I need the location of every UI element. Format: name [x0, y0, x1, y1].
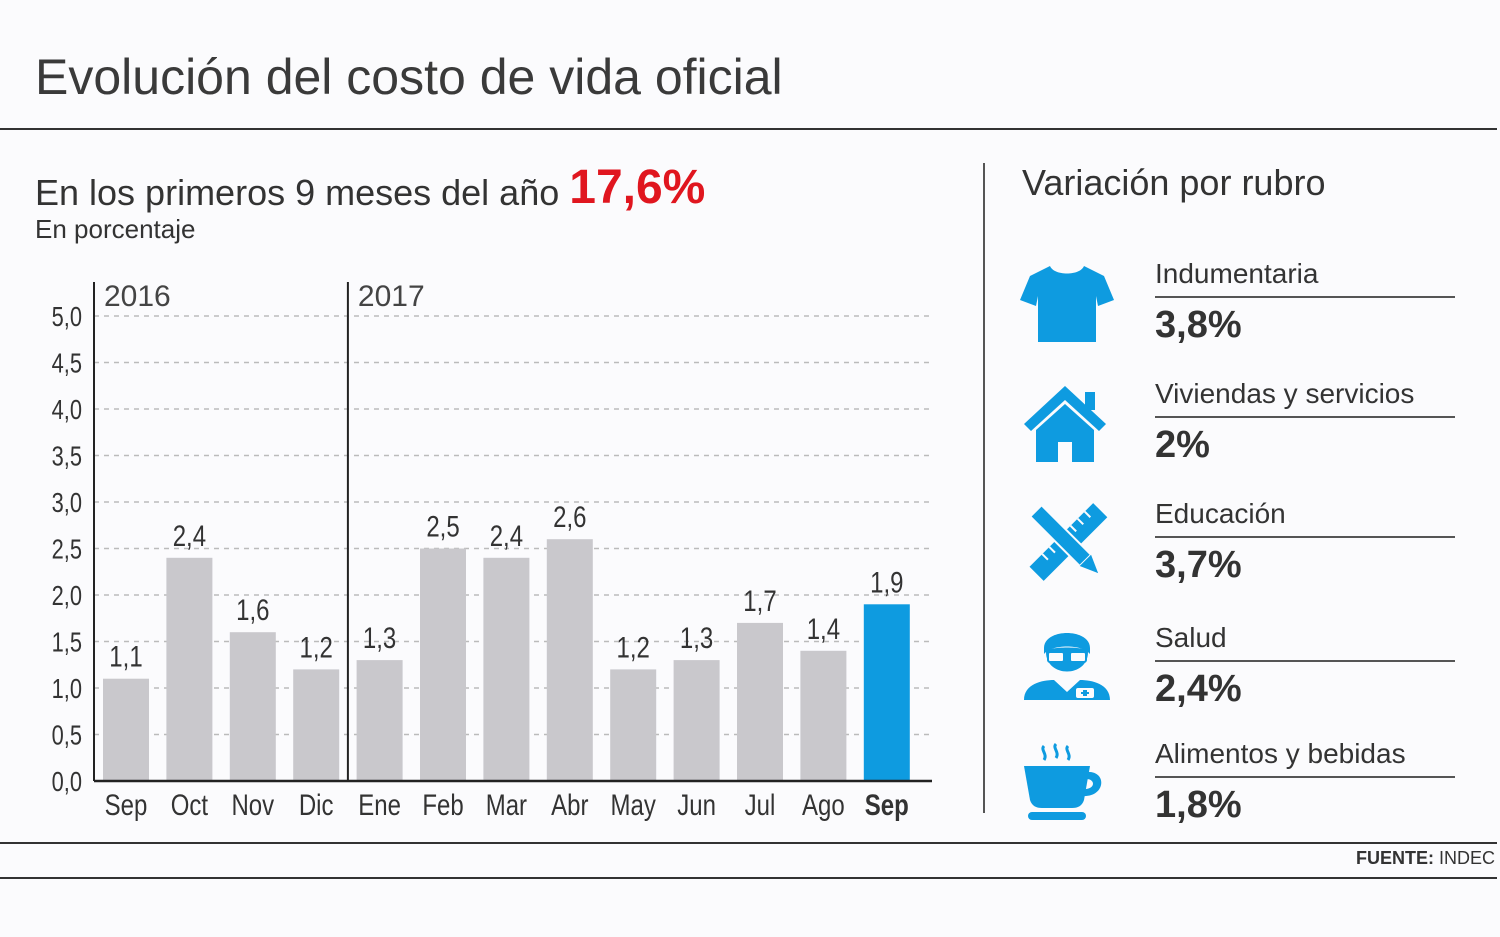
tshirt-icon [1020, 266, 1114, 342]
y-tick-label: 4,0 [52, 394, 82, 425]
y-tick-label: 1,0 [52, 673, 82, 704]
rubro-divider [1155, 296, 1455, 298]
data-label: 1,2 [617, 630, 650, 664]
x-tick-label: Nov [231, 787, 274, 821]
x-tick-label: Dic [299, 787, 334, 821]
rubro-name: Salud [1155, 622, 1227, 653]
highlight-value: 17,6% [569, 161, 706, 214]
page-title: Evolución del costo de vida oficial [35, 49, 783, 105]
rubro-name: Alimentos y bebidas [1155, 738, 1406, 769]
y-tick-label: 4,5 [52, 348, 82, 379]
y-tick-label: 0,0 [52, 766, 82, 797]
doctor-icon [1024, 633, 1110, 700]
rubro-item-viviendas: Viviendas y servicios 2% [1020, 378, 1460, 492]
rubro-value: 2% [1155, 424, 1210, 466]
bar-chart: 0,0 0,5 1,0 1,5 2,0 2,5 3,0 3,5 4,0 4,5 5,0 1,1 Sep 2… [52, 280, 932, 822]
bar [229, 632, 276, 781]
bar [610, 669, 657, 781]
data-label: 2,5 [426, 509, 459, 543]
x-tick-label: Feb [422, 787, 463, 821]
ruler-pencil-icon [1028, 503, 1108, 581]
rubros-title: Variación por rubro [1022, 162, 1326, 203]
x-tick-label: Abr [551, 787, 588, 821]
data-label: 1,2 [300, 630, 333, 664]
rubro-name: Educación [1155, 498, 1286, 529]
data-label: 1,6 [236, 593, 269, 627]
y-tick-label: 2,0 [52, 580, 82, 611]
x-tick-label: Jun [677, 787, 716, 821]
x-tick-label: Oct [171, 787, 209, 821]
rubro-divider [1155, 660, 1455, 662]
bar [737, 622, 783, 781]
bar [673, 660, 720, 781]
column-separator [983, 163, 985, 813]
footer-rule-top [0, 842, 1497, 844]
bar [356, 660, 403, 781]
data-label: 1,9 [870, 565, 903, 599]
y-tick-label: 3,5 [52, 441, 82, 472]
year-label: 2017 [358, 280, 425, 313]
year-label: 2016 [104, 280, 171, 313]
title-rule [0, 128, 1497, 130]
y-tick-label: 2,5 [52, 534, 82, 565]
rubro-item-salud: Salud 2,4% [1020, 622, 1460, 736]
x-tick-label: Sep [105, 787, 148, 821]
rubro-item-educacion: Educación 3,7% [1020, 498, 1460, 612]
house-icon [1024, 386, 1106, 462]
footer-rule-bottom [0, 877, 1497, 879]
x-tick-label: Ago [802, 787, 845, 821]
unit-label: En porcentaje [35, 214, 196, 244]
rubro-item-alimentos: Alimentos y bebidas 1,8% [1020, 738, 1460, 852]
x-tick-label: Jul [745, 787, 776, 821]
x-tick-label: Mar [486, 787, 527, 821]
source-label: FUENTE: [1355, 848, 1434, 868]
y-tick-label: 5,0 [52, 301, 82, 332]
rubro-name: Viviendas y servicios [1155, 378, 1415, 409]
y-tick-label: 1,5 [52, 627, 82, 658]
rubro-divider [1155, 416, 1455, 418]
x-tick-label: Ene [358, 787, 401, 821]
data-label: 2,6 [553, 500, 586, 534]
rubro-value: 3,8% [1155, 304, 1242, 346]
data-label: 1,7 [743, 583, 776, 617]
rubro-divider [1155, 536, 1455, 538]
rubro-name: Indumentaria [1155, 258, 1319, 289]
rubro-value: 1,8% [1155, 784, 1242, 826]
y-tick-label: 0,5 [52, 720, 82, 751]
rubro-value: 2,4% [1155, 668, 1242, 710]
bar [546, 539, 593, 781]
data-label: 1,3 [363, 620, 396, 654]
bar [103, 678, 149, 781]
rubro-divider [1155, 776, 1455, 778]
x-tick-label: May [611, 787, 657, 821]
bar [166, 557, 213, 781]
source-note: FUENTE: INDEC [1356, 848, 1495, 869]
rubro-value: 3,7% [1155, 544, 1242, 586]
subtitle-text: En los primeros 9 meses del año [35, 172, 560, 213]
rubro-item-indumentaria: Indumentaria 3,8% [1020, 258, 1460, 372]
bar [863, 604, 910, 781]
source-name: INDEC [1438, 848, 1495, 868]
bar [293, 669, 340, 781]
x-tick-label: Sep [865, 787, 909, 821]
bar [420, 548, 466, 781]
coffee-cup-icon [1024, 742, 1102, 820]
data-label: 1,1 [109, 639, 142, 673]
data-label: 1,4 [807, 611, 840, 645]
data-label: 2,4 [173, 518, 206, 552]
data-label: 1,3 [680, 620, 713, 654]
bar [483, 557, 530, 781]
chart-subtitle: En los primeros 9 meses del año 17,6% [35, 161, 706, 217]
y-tick-label: 3,0 [52, 487, 82, 518]
bar [800, 650, 847, 781]
data-label: 2,4 [490, 518, 523, 552]
